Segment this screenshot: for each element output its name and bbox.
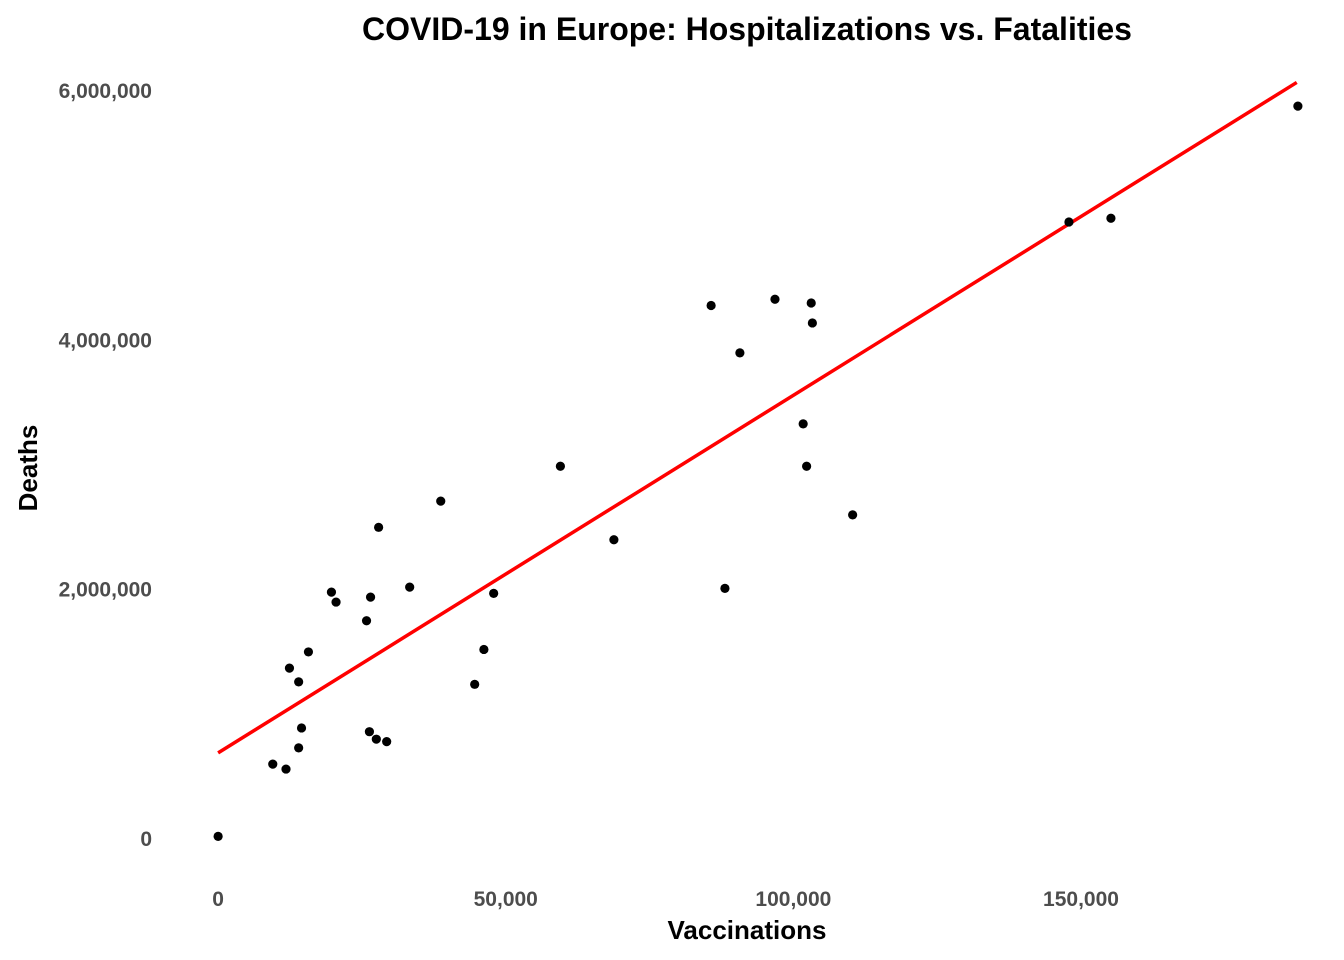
data-point <box>374 522 384 532</box>
y-axis-title: Deaths <box>13 425 43 512</box>
x-tick-label: 0 <box>212 888 224 911</box>
data-point <box>303 647 314 657</box>
data-point <box>720 583 730 593</box>
trendline <box>217 80 1298 755</box>
data-point <box>364 727 375 737</box>
data-point <box>213 831 223 841</box>
data-point <box>326 587 337 597</box>
data-point <box>1106 213 1116 223</box>
data-point <box>436 496 446 506</box>
data-point <box>284 663 295 673</box>
data-point <box>281 764 291 774</box>
y-tick-label: 6,000,000 <box>59 80 152 103</box>
data-points-layer <box>213 101 1303 841</box>
data-point <box>371 734 381 744</box>
data-point <box>382 737 392 747</box>
data-point <box>294 677 304 687</box>
y-tick-label: 2,000,000 <box>59 579 152 602</box>
chart-title: COVID-19 in Europe: Hospitalizations vs.… <box>362 11 1132 47</box>
data-point <box>770 294 780 304</box>
data-point <box>806 298 816 308</box>
trendline-layer <box>217 80 1298 755</box>
data-point <box>798 419 808 429</box>
data-point <box>361 616 372 626</box>
data-point <box>296 723 307 733</box>
data-point <box>470 679 480 689</box>
data-point <box>479 644 489 655</box>
data-point <box>1064 217 1074 227</box>
data-point <box>294 743 304 753</box>
y-axis-tick-labels: 0 2,000,000 4,000,000 6,000,000 <box>59 80 152 851</box>
x-axis-tick-labels: 0 50,000 100,000 150,000 <box>212 888 1119 911</box>
data-point <box>405 582 415 592</box>
data-point <box>848 510 858 520</box>
data-point <box>331 597 341 607</box>
y-tick-label: 4,000,000 <box>59 329 152 352</box>
x-tick-label: 50,000 <box>474 888 538 911</box>
x-tick-label: 150,000 <box>1043 888 1119 911</box>
y-tick-label: 0 <box>140 828 152 851</box>
x-axis-title: Vaccinations <box>668 915 827 945</box>
data-point <box>609 535 619 545</box>
data-point <box>555 461 566 471</box>
data-point <box>1293 101 1303 111</box>
data-point <box>807 318 817 328</box>
data-point <box>489 588 499 598</box>
x-tick-label: 100,000 <box>755 888 831 911</box>
data-point <box>802 461 812 471</box>
data-point <box>268 759 278 769</box>
data-point <box>706 300 716 311</box>
data-point <box>365 592 376 602</box>
data-point <box>735 348 745 358</box>
